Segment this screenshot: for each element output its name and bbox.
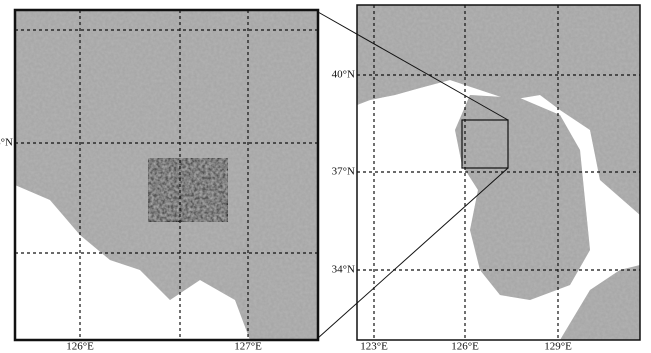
lat-label: 34°N (332, 264, 355, 276)
lon-label: 127°E (234, 341, 262, 353)
left-map (15, 10, 318, 340)
study-area (148, 158, 228, 222)
lon-label: 123°E (360, 341, 388, 353)
lon-label: 126°E (66, 341, 94, 353)
lat-label: 38°N (0, 137, 13, 149)
map-figure: 38°N 126°E 127°E 40°N 37°N 34°N 123°E 12… (0, 0, 651, 353)
lat-label: 40°N (332, 69, 355, 81)
lat-label: 37°N (332, 166, 355, 178)
right-map (357, 5, 640, 340)
lon-label: 126°E (451, 341, 479, 353)
lon-label: 129°E (544, 341, 572, 353)
